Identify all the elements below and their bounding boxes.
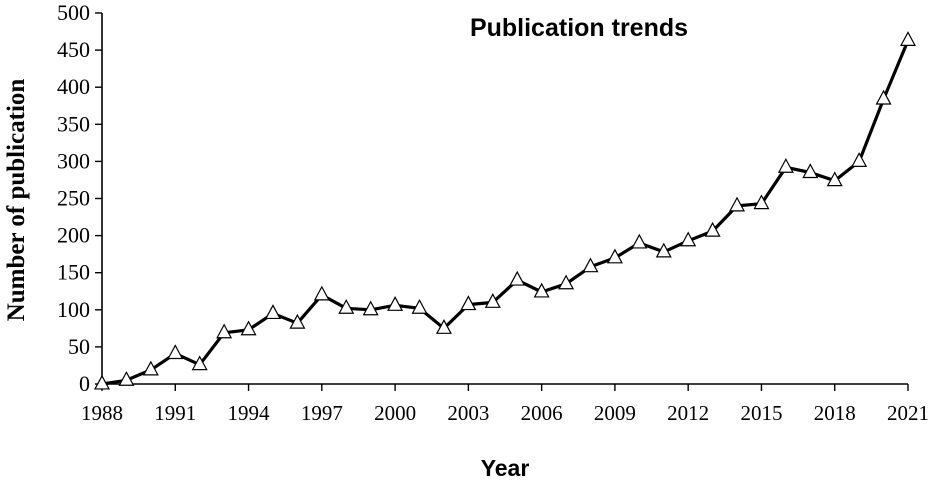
data-point-marker xyxy=(338,298,355,314)
y-tick-label: 150 xyxy=(57,260,90,285)
data-point-marker xyxy=(802,163,819,179)
x-axis-label: Year xyxy=(481,455,530,481)
x-tick-label: 2021 xyxy=(887,401,929,425)
data-point-marker xyxy=(435,319,452,334)
y-axis-label: Number of publication xyxy=(3,79,30,322)
data-point-marker xyxy=(606,248,623,264)
data-point-marker xyxy=(558,274,575,290)
data-point-marker xyxy=(387,296,404,311)
data-point-marker xyxy=(875,89,892,105)
data-point-marker xyxy=(582,257,599,273)
data-point-marker xyxy=(240,320,257,336)
series-line xyxy=(101,39,910,386)
data-point-marker xyxy=(680,231,697,247)
x-tick-label: 2015 xyxy=(740,401,782,425)
data-point-marker xyxy=(142,360,159,376)
y-tick-label: 300 xyxy=(57,148,90,173)
data-point-marker xyxy=(216,323,233,339)
data-point-marker xyxy=(509,270,526,286)
y-tick-label: 250 xyxy=(57,186,90,211)
data-point-marker xyxy=(289,313,306,329)
x-tick-label: 1994 xyxy=(228,401,271,425)
data-point-marker xyxy=(264,304,281,320)
y-tick-label: 500 xyxy=(57,0,90,25)
y-tick-label: 200 xyxy=(57,223,90,248)
data-point-marker xyxy=(411,298,428,314)
data-point-marker xyxy=(777,158,794,173)
x-tick-label: 2006 xyxy=(521,401,563,425)
data-point-marker xyxy=(533,282,550,298)
x-ticks: 1988 1991 1994 1997 2000 2003 2006 2009 2012 2015… xyxy=(81,384,929,425)
y-tick-label: 350 xyxy=(57,111,90,136)
data-point-marker xyxy=(167,344,184,360)
data-point-marker xyxy=(484,293,501,308)
x-tick-label: 2012 xyxy=(667,401,709,425)
x-tick-label: 1997 xyxy=(301,401,343,425)
data-point-marker xyxy=(362,300,379,316)
x-tick-label: 1988 xyxy=(81,401,123,425)
data-point-marker xyxy=(631,233,648,249)
y-tick-label: 450 xyxy=(57,37,90,62)
x-tick-label: 1991 xyxy=(154,401,196,425)
data-point-marker xyxy=(826,171,843,187)
data-point-marker xyxy=(899,31,917,46)
y-ticks: 0 50 100 150 200 250 300 350 400 450 500 xyxy=(57,0,102,396)
data-point-marker xyxy=(118,370,135,386)
data-point-marker xyxy=(851,152,868,167)
x-tick-label: 2003 xyxy=(447,401,489,425)
y-tick-label: 50 xyxy=(68,334,90,359)
data-point-marker xyxy=(93,374,111,390)
y-tick-label: 100 xyxy=(57,297,90,322)
data-point-marker xyxy=(460,295,477,311)
data-point-marker xyxy=(753,194,770,210)
data-point-marker xyxy=(313,285,330,301)
y-tick-label: 0 xyxy=(79,371,90,396)
x-tick-label: 2018 xyxy=(814,401,856,425)
series-group xyxy=(93,31,917,390)
data-point-marker xyxy=(655,242,672,258)
y-tick-label: 400 xyxy=(57,74,90,99)
x-tick-label: 2009 xyxy=(594,401,636,425)
chart-title: Publication trends xyxy=(470,14,688,42)
data-point-marker xyxy=(729,196,746,212)
x-tick-label: 2000 xyxy=(374,401,416,425)
data-point-marker xyxy=(191,355,208,371)
data-point-marker xyxy=(704,221,721,237)
